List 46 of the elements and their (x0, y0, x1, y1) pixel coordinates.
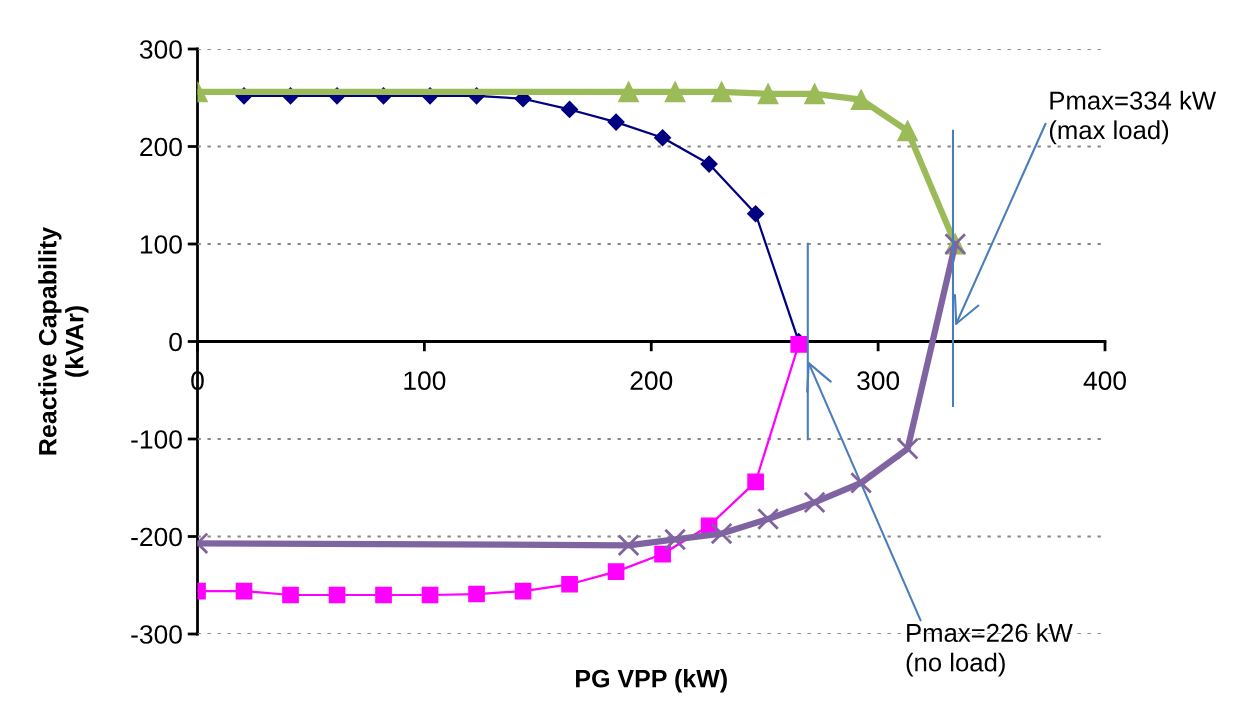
x-tick-label: 100 (404, 371, 446, 391)
point (561, 100, 579, 119)
point (790, 336, 808, 353)
point (514, 582, 532, 600)
point (711, 81, 732, 103)
point (850, 89, 872, 111)
point (804, 83, 826, 105)
y-tick-label: 200 (140, 137, 182, 157)
y-tick-label: -200 (131, 527, 182, 547)
x-tick-label: 300 (857, 371, 900, 391)
y-tick-label: -300 (131, 625, 182, 644)
x-tick-label: 400 (1083, 371, 1126, 391)
point (747, 205, 765, 223)
y-tick-label: 0 (169, 332, 182, 352)
point (607, 113, 625, 131)
x-tick-label: 200 (630, 371, 673, 391)
point (375, 586, 392, 604)
point (803, 491, 826, 514)
y-tick-label: 100 (140, 235, 182, 254)
point (468, 585, 485, 603)
annotation: Pmax=226 kW (no load) (906, 623, 1073, 677)
point (607, 563, 625, 580)
point (747, 473, 764, 491)
point (282, 586, 299, 604)
point (700, 155, 718, 173)
point (710, 522, 733, 545)
point (328, 586, 346, 604)
point (757, 83, 779, 105)
annotation: Pmax=334 kW (max load) (1049, 90, 1217, 145)
y-tick-label: -100 (131, 430, 182, 449)
x-axis-title: PG VPP (kW) (576, 669, 727, 693)
point (664, 81, 686, 103)
point (897, 120, 919, 142)
point (421, 586, 439, 604)
point (235, 582, 253, 600)
point (663, 528, 687, 551)
point (756, 507, 780, 531)
y-axis-title: Reactive Capability (kVAr) (38, 227, 89, 455)
point (654, 129, 672, 147)
point (896, 437, 919, 460)
point (561, 575, 578, 593)
y-tick-label: 300 (139, 40, 182, 59)
point (654, 545, 671, 563)
point (618, 81, 639, 103)
point (850, 471, 873, 494)
point (617, 534, 640, 557)
